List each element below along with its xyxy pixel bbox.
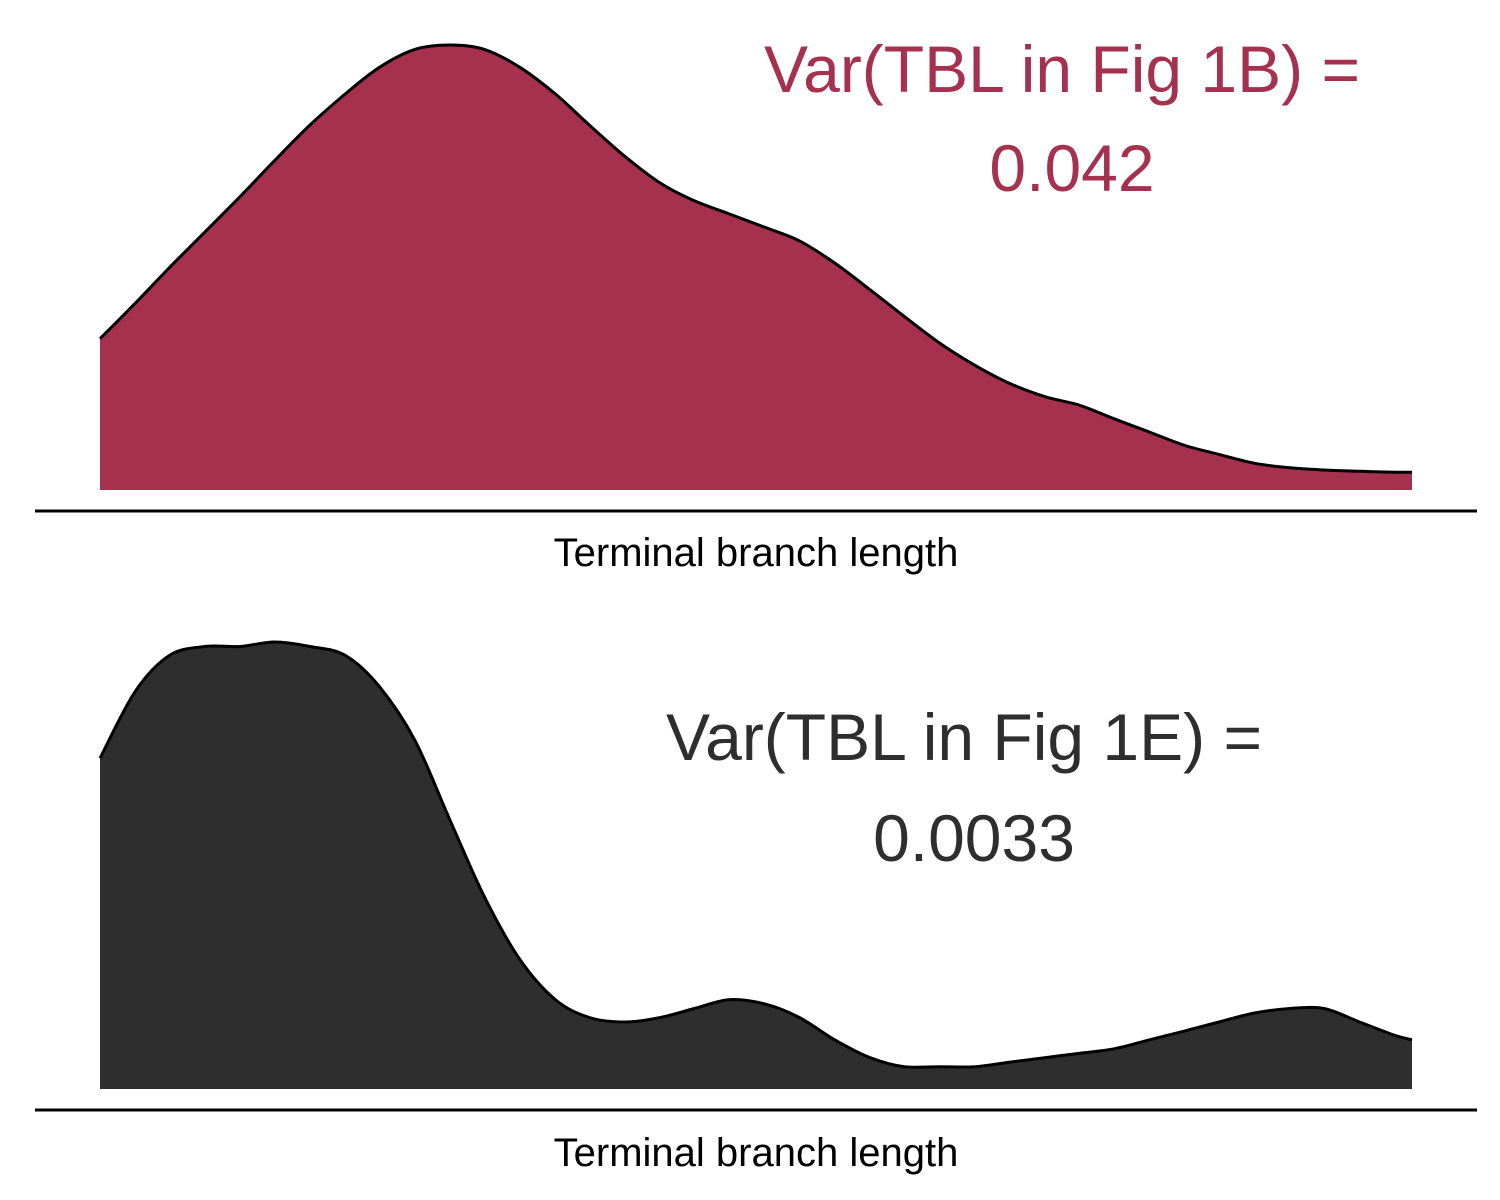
bottom-density-outline bbox=[98, 640, 1413, 1069]
top-variance-annotation-line-1: Var(TBL in Fig 1B) = bbox=[764, 32, 1360, 106]
bottom-panel: Terminal branch length Var(TBL in Fig 1E… bbox=[35, 640, 1477, 1175]
top-density-outline bbox=[98, 43, 1413, 474]
bottom-density-area bbox=[100, 642, 1412, 1089]
bottom-variance-annotation-line-1: Var(TBL in Fig 1E) = bbox=[666, 700, 1262, 774]
top-x-axis-label: Terminal branch length bbox=[554, 531, 959, 575]
bottom-variance-annotation-line-2: 0.0033 bbox=[873, 801, 1075, 875]
bottom-x-axis-label: Terminal branch length bbox=[554, 1131, 959, 1175]
top-variance-annotation-line-2: 0.042 bbox=[989, 131, 1154, 205]
top-density-area bbox=[100, 45, 1412, 490]
top-panel: Terminal branch length Var(TBL in Fig 1B… bbox=[35, 32, 1477, 575]
